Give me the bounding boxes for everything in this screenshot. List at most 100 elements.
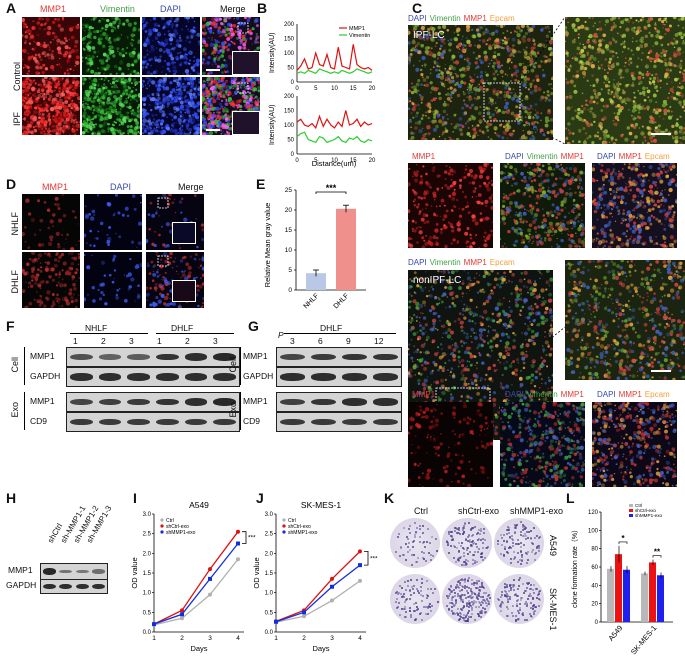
cell-speck	[677, 18, 682, 22]
cell-speck	[442, 218, 445, 221]
cell-speck	[218, 121, 222, 125]
cell-speck	[103, 18, 106, 21]
cell-speck	[534, 113, 537, 117]
cell-speck	[94, 132, 97, 135]
cell-speck	[171, 119, 174, 121]
cell-speck	[590, 84, 592, 87]
cell-speck	[190, 66, 194, 69]
cell-speck	[438, 119, 443, 124]
cell-speck	[444, 64, 446, 66]
cell-speck	[173, 28, 178, 33]
cell-speck	[104, 77, 108, 81]
cell-speck	[169, 17, 173, 20]
cell-speck	[44, 95, 47, 98]
cell-speck	[644, 34, 648, 39]
cell-speck	[223, 27, 226, 29]
cell-speck	[458, 184, 462, 188]
cell-speck	[414, 198, 417, 201]
cell-speck	[409, 118, 412, 121]
b-xtick: 0	[295, 158, 299, 164]
cell-speck	[135, 121, 140, 125]
cell-speck	[185, 57, 188, 60]
cell-speck	[548, 40, 553, 45]
cell-speck	[619, 25, 622, 29]
cell-speck	[192, 77, 197, 81]
cell-speck	[223, 59, 226, 62]
cell-speck	[613, 22, 616, 25]
cell-speck	[61, 17, 65, 20]
cell-speck	[535, 240, 539, 244]
cell-speck	[227, 94, 230, 97]
b-xtick: 15	[350, 158, 357, 164]
cell-speck	[24, 88, 29, 93]
cell-speck	[75, 25, 80, 30]
cell-speck	[565, 31, 570, 36]
cell-speck	[453, 125, 457, 130]
cell-speck	[583, 76, 585, 79]
cell-speck	[488, 115, 492, 119]
b-xtick: 10	[331, 86, 338, 92]
cell-speck	[425, 172, 428, 176]
cell-speck	[225, 93, 228, 96]
cell-speck	[87, 117, 90, 119]
cell-speck	[50, 101, 55, 105]
cell-speck	[193, 87, 197, 91]
cell-speck	[430, 99, 433, 102]
cell-speck	[179, 51, 182, 54]
cell-speck	[477, 193, 482, 197]
cell-speck	[471, 214, 476, 219]
cell-speck	[637, 26, 641, 30]
cell-speck	[175, 101, 178, 103]
cell-speck	[507, 171, 510, 175]
cell-speck	[212, 43, 215, 46]
cell-speck	[183, 109, 185, 111]
cell-speck	[572, 132, 575, 135]
cell-speck	[517, 50, 521, 53]
cell-speck	[551, 87, 553, 90]
cell-speck	[33, 39, 35, 41]
cell-speck	[656, 79, 661, 83]
cell-speck	[86, 103, 89, 106]
cell-speck	[72, 77, 74, 80]
cell-speck	[527, 107, 531, 111]
cell-speck	[527, 115, 532, 120]
cell-speck	[463, 58, 466, 61]
cell-speck	[202, 132, 207, 135]
cell-speck	[175, 121, 178, 124]
cell-speck	[423, 221, 427, 225]
cell-speck	[479, 76, 482, 79]
cell-speck	[444, 49, 446, 51]
cell-speck	[108, 36, 111, 39]
cell-speck	[596, 102, 599, 105]
cell-speck	[225, 100, 227, 102]
cell-speck	[96, 98, 101, 102]
cell-speck	[221, 31, 223, 34]
cell-speck	[227, 99, 230, 103]
cell-speck	[93, 71, 98, 75]
cell-speck	[188, 40, 192, 44]
cell-speck	[413, 204, 416, 207]
cell-speck	[142, 109, 144, 111]
cell-speck	[566, 106, 571, 111]
cell-speck	[185, 25, 188, 28]
cell-speck	[426, 220, 430, 224]
cell-speck	[142, 94, 143, 96]
cell-speck	[444, 67, 447, 70]
cell-speck	[478, 184, 482, 188]
cell-speck	[447, 221, 451, 224]
cell-speck	[488, 196, 493, 200]
b-series-Vimentin	[296, 131, 373, 144]
cell-speck	[112, 77, 116, 81]
cell-speck	[213, 57, 217, 61]
cell-speck	[546, 90, 550, 94]
cell-speck	[84, 56, 88, 60]
cell-speck	[568, 212, 571, 215]
cell-speck	[476, 65, 480, 69]
cell-speck	[613, 78, 615, 81]
cell-speck	[408, 41, 411, 45]
cell-speck	[412, 64, 415, 67]
cell-speck	[122, 101, 125, 104]
cell-speck	[517, 227, 521, 231]
cell-speck	[149, 19, 152, 22]
cell-speck	[24, 23, 28, 26]
